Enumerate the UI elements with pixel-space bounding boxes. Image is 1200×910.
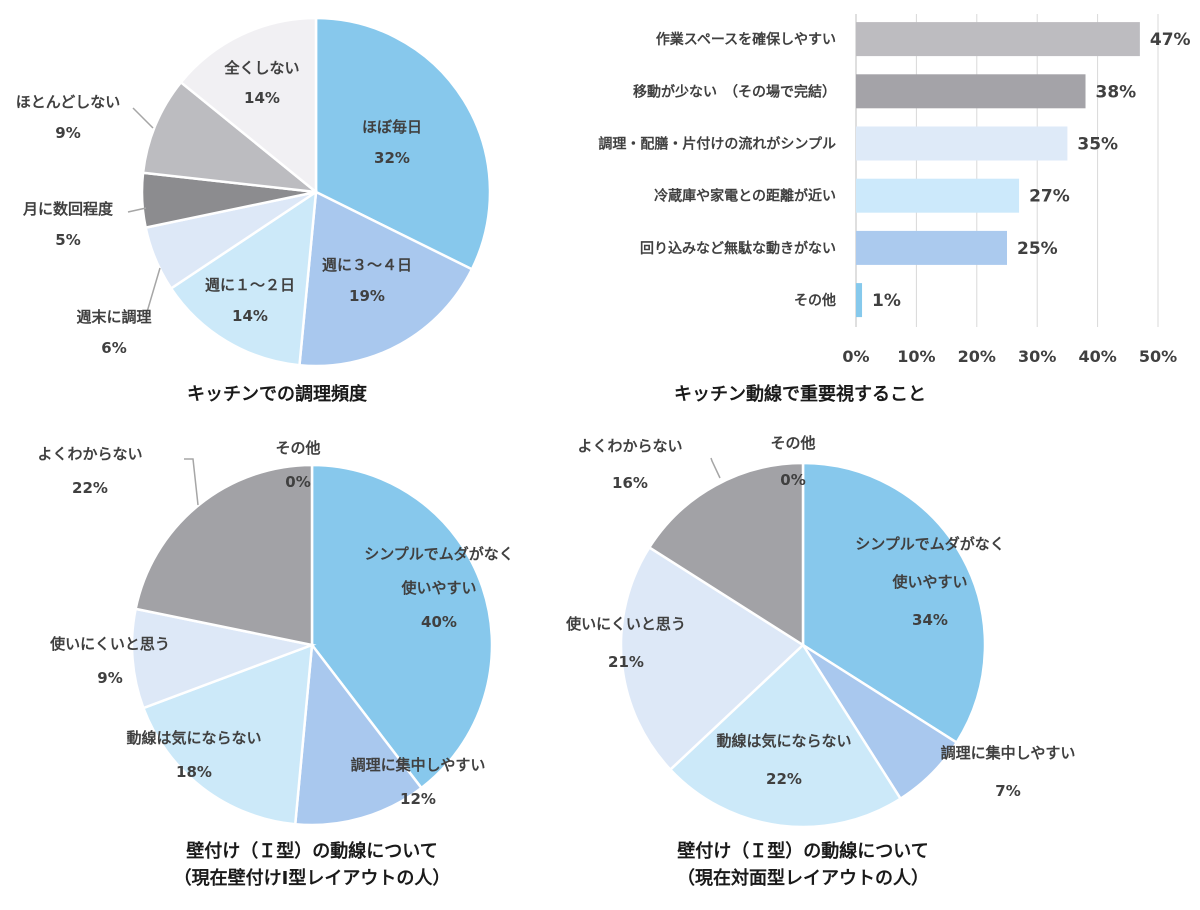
- pie0-slice-4-value: 5%: [55, 231, 80, 249]
- bar-value-3: 27%: [1029, 187, 1070, 207]
- bar-category-3: 冷蔵庫や家電との距離が近い: [654, 188, 836, 205]
- pie3-slice-2-value: 22%: [766, 770, 802, 788]
- pie2-slice-4: [134, 463, 314, 647]
- pie0-slice-1: [298, 190, 474, 368]
- bar-category-5: その他: [794, 292, 836, 309]
- bar-xtick-3: 30%: [1018, 347, 1056, 366]
- pie0-slice-5: [141, 80, 321, 194]
- pie3-slice-3: [619, 545, 806, 772]
- bar-category-2: 調理・配膳・片付けの流れがシンプル: [598, 136, 836, 153]
- pie2-slice-0: [310, 463, 494, 790]
- bar-0: [856, 22, 1140, 57]
- pie3-slice-1-label: 調理に集中しやすい: [941, 744, 1076, 762]
- pie0-slice-3-value: 6%: [101, 339, 126, 357]
- pie0-slice-3-leader: [146, 267, 161, 315]
- pie3-slice-1-value: 7%: [995, 782, 1020, 800]
- pie3-slice-0-label: シンプルでムダがなく: [855, 535, 1005, 553]
- pie3-slice-4-label: よくわからない: [577, 437, 682, 455]
- pie0-slice-5-value: 9%: [55, 124, 80, 142]
- pie0-slice-4-leader: [127, 207, 147, 213]
- pie2-slice-3: [130, 607, 317, 710]
- bar-5: [856, 283, 863, 318]
- pie2-slice-0-label: 使いやすい: [400, 579, 476, 597]
- bar-xtick-4: 40%: [1078, 347, 1116, 366]
- bar-2: [856, 126, 1068, 161]
- pie0-slice-0-value: 32%: [374, 149, 410, 167]
- pie2-slice-4-label: よくわからない: [37, 445, 142, 463]
- pie2-slice-1-label: 調理に集中しやすい: [351, 756, 486, 774]
- pie0-slice-5-label: ほとんどしない: [16, 93, 121, 111]
- bar-title: キッチン動線で重要視すること: [674, 383, 926, 405]
- pie0-slice-0-label: ほぼ毎日: [362, 118, 422, 136]
- bar-category-0: 作業スペースを確保しやすい: [656, 31, 836, 48]
- pie0-slice-6-label: 全くしない: [223, 59, 299, 77]
- bar-xtick-1: 10%: [897, 347, 935, 366]
- pie2-slice-1-value: 12%: [400, 790, 436, 808]
- pie2-title-line-0: 壁付け（Ｉ型）の動線について: [186, 840, 437, 862]
- pie0-slice-2-label: 週に１～２日: [205, 276, 295, 294]
- pie0-slice-6: [179, 16, 318, 195]
- bar-value-4: 25%: [1017, 239, 1058, 259]
- bar-4: [856, 230, 1007, 265]
- bar-3: [856, 178, 1020, 213]
- pie2-slice-0-value: 40%: [421, 613, 457, 631]
- bar-value-1: 38%: [1096, 82, 1137, 102]
- bar-category-1: 移動が少ない （その場で完結）: [633, 83, 836, 100]
- pie3-slice-5-label: その他: [770, 434, 815, 452]
- bar-value-5: 1%: [872, 291, 901, 311]
- pie3-slice-4-value: 16%: [612, 474, 648, 492]
- pie0-slice-1-label: 週に３～４日: [322, 256, 412, 274]
- pie0-slice-2: [169, 189, 318, 367]
- pie2-slice-2-label: 動線は気にならない: [126, 729, 261, 747]
- pie2-title-line-1: （現在壁付けI型レイアウトの人）: [174, 867, 451, 889]
- bar-value-0: 47%: [1150, 30, 1191, 50]
- bar-value-2: 35%: [1077, 135, 1118, 155]
- pie0-slice-3-label: 週末に調理: [76, 308, 151, 326]
- pie0-slice-6-value: 14%: [244, 89, 280, 107]
- bar-xtick-5: 50%: [1139, 347, 1177, 366]
- pie2-slice-2-value: 18%: [176, 763, 212, 781]
- pie2-slice-2: [141, 643, 314, 826]
- pie0-slice-5-leader: [132, 107, 154, 129]
- pie3-slice-0-value: 34%: [912, 611, 948, 629]
- pie3-slice-4: [647, 461, 805, 648]
- pie3-slice-2-label: 動線は気にならない: [716, 732, 851, 750]
- pie3-slice-3-label: 使いにくいと思う: [565, 615, 686, 633]
- pie2-slice-5-label: その他: [275, 439, 320, 457]
- pie3-slice-0-label: 使いやすい: [891, 573, 967, 591]
- pie3-title-line-0: 壁付け（Ｉ型）の動線について: [677, 840, 928, 862]
- pie0-slice-4-label: 月に数回程度: [22, 200, 114, 218]
- pie2-slice-1: [293, 641, 424, 827]
- pie2-slice-0-label: シンプルでムダがなく: [364, 545, 514, 563]
- pie3-slice-5-value: 0%: [780, 471, 805, 489]
- pie2-slice-4-value: 22%: [72, 479, 108, 497]
- bar-1: [856, 74, 1086, 109]
- pie2-slice-5-value: 0%: [285, 473, 310, 491]
- pie2-slice-3-label: 使いにくいと思う: [49, 635, 170, 653]
- bar-category-4: 回り込みなど無駄な動きがない: [640, 240, 836, 257]
- pie3-slice-3-value: 21%: [608, 653, 644, 671]
- pie0-slice-0: [314, 16, 492, 271]
- bar-xtick-0: 0%: [842, 347, 869, 366]
- pie3-slice-4-leader: [710, 457, 721, 479]
- pie2-slice-3-value: 9%: [97, 669, 122, 687]
- pie3-title-line-1: （現在対面型レイアウトの人）: [677, 867, 929, 889]
- pie3-slice-2: [668, 643, 903, 829]
- pie0-slice-1-value: 19%: [349, 287, 385, 305]
- pie0-title: キッチンでの調理頻度: [187, 383, 368, 405]
- bar-xtick-2: 20%: [958, 347, 996, 366]
- pie2-slice-4-leader: [184, 458, 199, 506]
- pie0-slice-2-value: 14%: [232, 307, 268, 325]
